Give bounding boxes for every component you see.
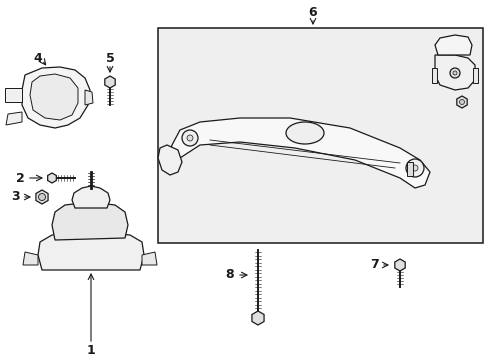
Polygon shape xyxy=(395,259,405,271)
Polygon shape xyxy=(158,145,182,175)
Circle shape xyxy=(460,99,465,104)
Bar xyxy=(432,68,437,83)
Circle shape xyxy=(453,71,457,75)
Polygon shape xyxy=(457,96,467,108)
Circle shape xyxy=(412,165,418,171)
Polygon shape xyxy=(142,252,157,265)
Text: 8: 8 xyxy=(226,269,234,282)
Polygon shape xyxy=(167,118,430,188)
Polygon shape xyxy=(22,67,90,128)
Bar xyxy=(473,68,478,83)
Text: 1: 1 xyxy=(87,343,96,356)
Circle shape xyxy=(187,135,193,141)
Polygon shape xyxy=(6,112,22,125)
Polygon shape xyxy=(38,232,144,270)
Text: 3: 3 xyxy=(11,190,19,203)
Polygon shape xyxy=(252,311,264,325)
Circle shape xyxy=(39,194,46,201)
Circle shape xyxy=(450,68,460,78)
Polygon shape xyxy=(30,74,78,120)
Polygon shape xyxy=(23,252,38,265)
Text: 2: 2 xyxy=(16,171,24,184)
Circle shape xyxy=(182,130,198,146)
Text: 7: 7 xyxy=(369,258,378,271)
Polygon shape xyxy=(85,90,93,105)
Ellipse shape xyxy=(286,122,324,144)
Polygon shape xyxy=(435,35,472,55)
Text: 5: 5 xyxy=(106,51,114,64)
Circle shape xyxy=(406,159,424,177)
Bar xyxy=(158,28,483,243)
Text: 6: 6 xyxy=(309,6,318,19)
Polygon shape xyxy=(72,186,110,208)
Polygon shape xyxy=(105,76,115,88)
Text: 4: 4 xyxy=(34,51,42,64)
Bar xyxy=(407,162,413,176)
Polygon shape xyxy=(48,173,56,183)
Polygon shape xyxy=(435,55,475,90)
Polygon shape xyxy=(36,190,48,204)
Polygon shape xyxy=(52,202,128,240)
Polygon shape xyxy=(5,88,22,102)
